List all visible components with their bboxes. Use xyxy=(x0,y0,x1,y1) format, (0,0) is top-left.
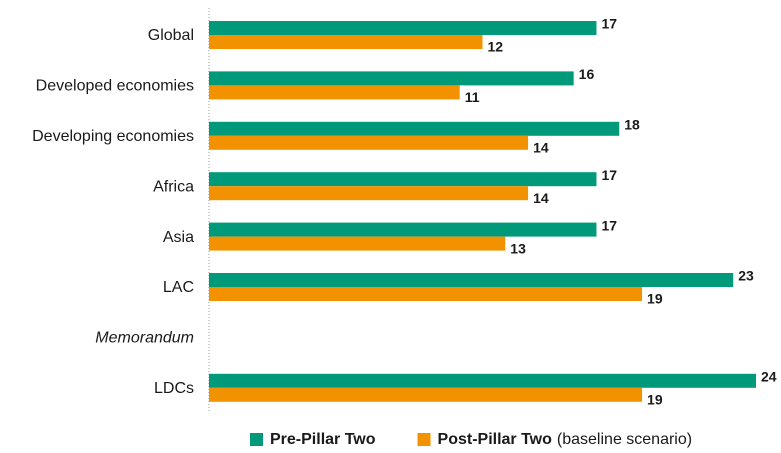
category-label: Africa xyxy=(153,178,194,195)
value-label: 13 xyxy=(510,240,526,256)
bar xyxy=(209,172,597,187)
legend-swatch xyxy=(417,433,431,446)
bar xyxy=(209,121,620,136)
legend-suffix: (baseline scenario) xyxy=(557,431,692,448)
category-label: LAC xyxy=(163,279,194,296)
legend-label: Pre-Pillar Two xyxy=(270,431,376,448)
bar xyxy=(209,85,460,100)
value-label: 16 xyxy=(579,66,595,82)
bar xyxy=(209,35,483,49)
category-label: Asia xyxy=(163,229,194,246)
value-label: 19 xyxy=(647,392,663,408)
value-label: 12 xyxy=(488,39,504,55)
legend-swatch xyxy=(250,433,263,446)
bar xyxy=(209,287,643,301)
value-label: 23 xyxy=(738,268,754,284)
category-label: LDCs xyxy=(154,380,194,397)
bar xyxy=(209,186,529,201)
category-label: Memorandum xyxy=(95,330,194,347)
value-label: 14 xyxy=(533,140,549,156)
bar xyxy=(209,135,529,150)
value-label: 17 xyxy=(601,167,617,183)
value-label: 19 xyxy=(647,291,663,307)
legend-label: Post-Pillar Two (baseline scenario) xyxy=(438,431,693,448)
value-label: 17 xyxy=(601,16,617,32)
category-label: Developed economies xyxy=(36,78,194,95)
bar xyxy=(209,21,597,35)
bar xyxy=(209,236,506,251)
category-label: Global xyxy=(148,27,194,44)
bar xyxy=(209,273,734,287)
bar xyxy=(209,222,597,237)
value-label: 24 xyxy=(761,369,777,385)
bar xyxy=(209,373,756,388)
value-label: 14 xyxy=(533,190,549,206)
value-label: 18 xyxy=(624,117,640,133)
value-label: 17 xyxy=(601,217,617,233)
legend-name: Post-Pillar Two xyxy=(438,431,553,448)
bar xyxy=(209,387,643,402)
bar xyxy=(209,71,574,86)
value-label: 11 xyxy=(465,89,480,105)
legend-name: Pre-Pillar Two xyxy=(270,431,376,448)
category-label: Developing economies xyxy=(32,128,194,145)
